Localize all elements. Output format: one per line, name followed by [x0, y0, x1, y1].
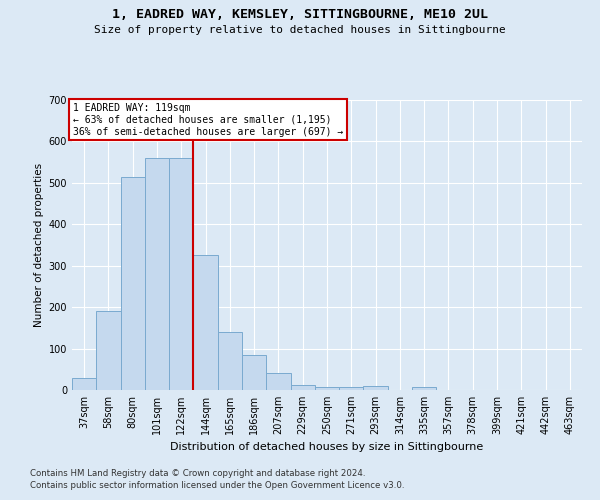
Bar: [193, 256, 218, 390]
Bar: [290, 384, 315, 390]
Bar: [121, 176, 145, 390]
Bar: [72, 378, 96, 390]
Bar: [242, 355, 266, 390]
Bar: [145, 158, 169, 390]
Text: 1 EADRED WAY: 119sqm
← 63% of detached houses are smaller (1,195)
36% of semi-de: 1 EADRED WAY: 119sqm ← 63% of detached h…: [73, 104, 343, 136]
Bar: [169, 158, 193, 390]
Text: Contains HM Land Registry data © Crown copyright and database right 2024.: Contains HM Land Registry data © Crown c…: [30, 468, 365, 477]
Text: Size of property relative to detached houses in Sittingbourne: Size of property relative to detached ho…: [94, 25, 506, 35]
Text: Contains public sector information licensed under the Open Government Licence v3: Contains public sector information licen…: [30, 481, 404, 490]
Bar: [218, 332, 242, 390]
Bar: [339, 387, 364, 390]
Bar: [364, 386, 388, 390]
Text: 1, EADRED WAY, KEMSLEY, SITTINGBOURNE, ME10 2UL: 1, EADRED WAY, KEMSLEY, SITTINGBOURNE, M…: [112, 8, 488, 20]
Y-axis label: Number of detached properties: Number of detached properties: [34, 163, 44, 327]
Bar: [315, 387, 339, 390]
Bar: [412, 387, 436, 390]
Bar: [266, 374, 290, 390]
Bar: [96, 312, 121, 390]
Text: Distribution of detached houses by size in Sittingbourne: Distribution of detached houses by size …: [170, 442, 484, 452]
